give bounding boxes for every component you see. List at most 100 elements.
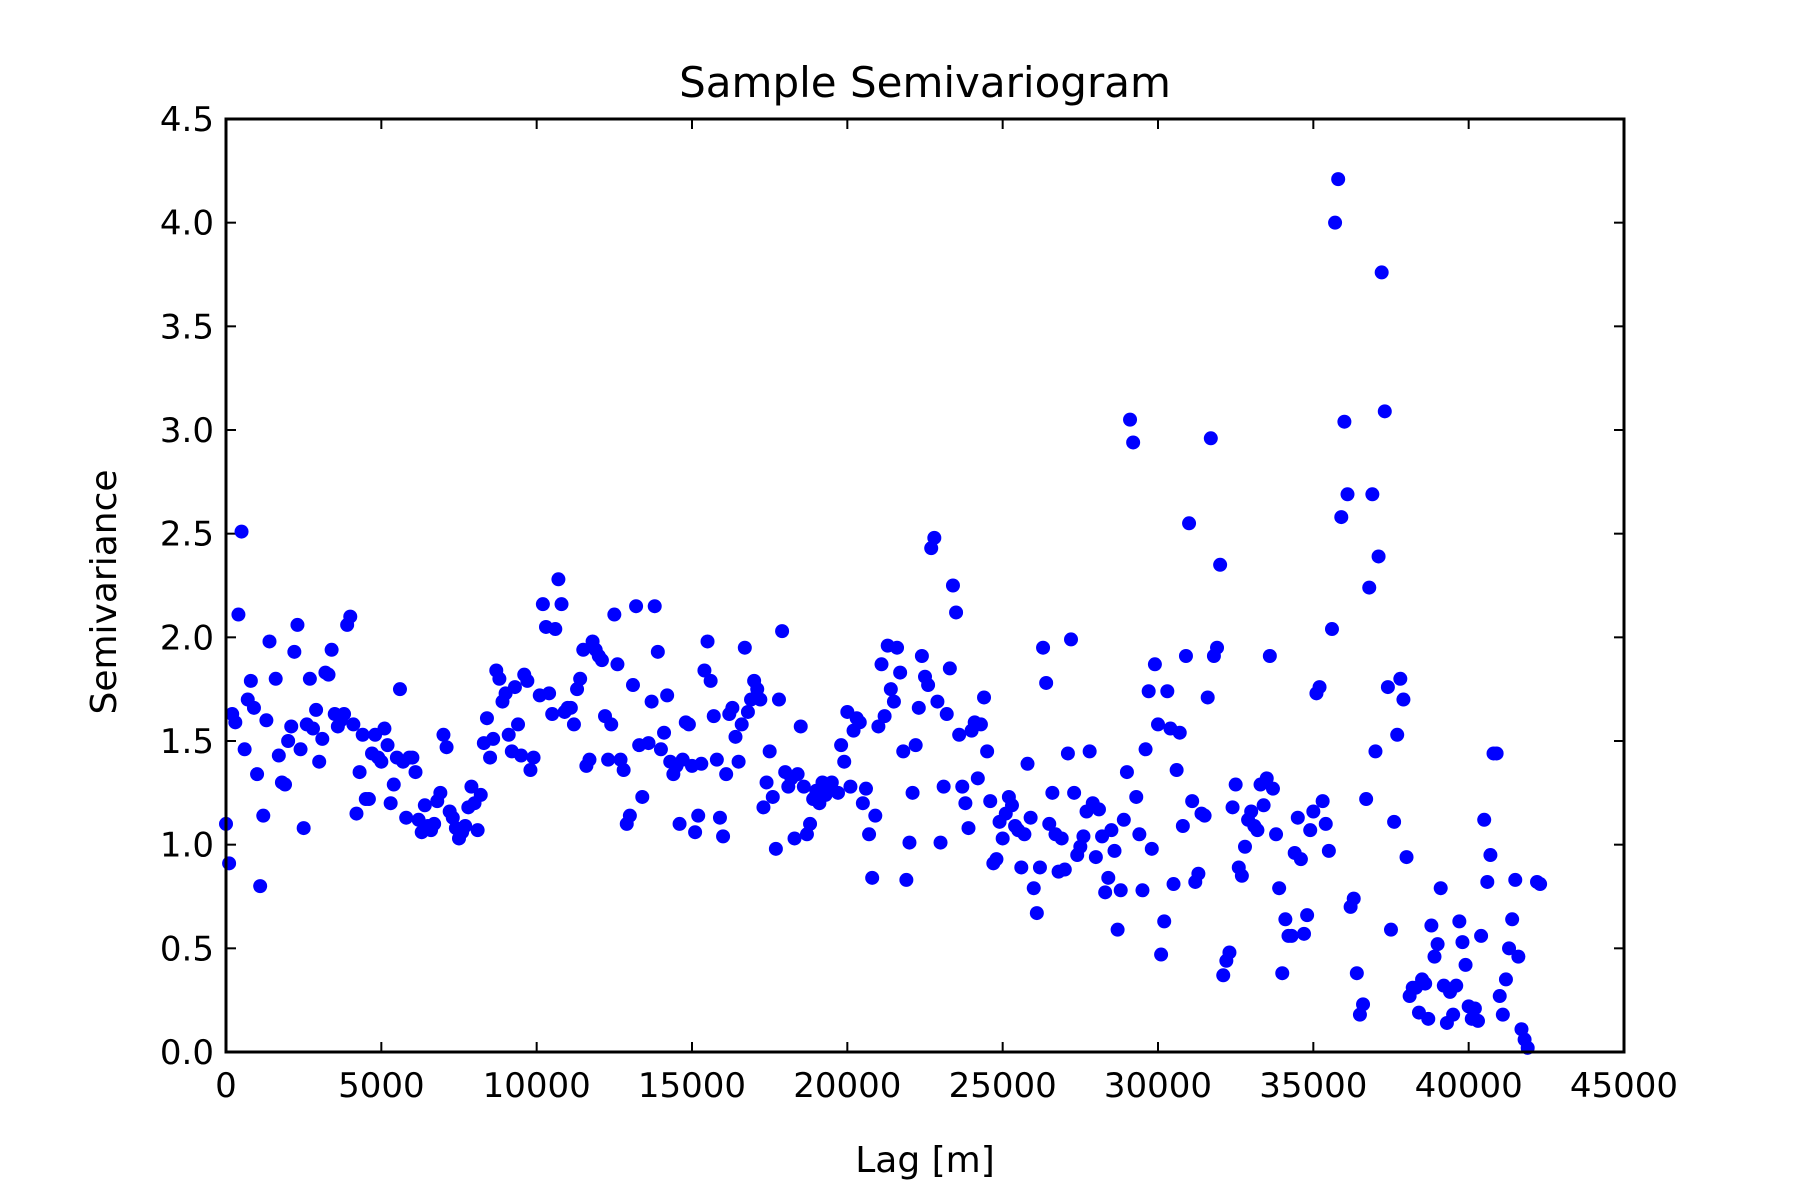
data-point <box>582 752 597 767</box>
data-point <box>1166 877 1181 892</box>
data-point <box>343 609 358 624</box>
data-point <box>473 787 488 802</box>
data-point <box>526 750 541 765</box>
data-point <box>545 707 560 722</box>
chart-title: Sample Semivariogram <box>679 58 1171 107</box>
data-point <box>1483 848 1498 863</box>
data-point <box>1042 816 1057 831</box>
data-point <box>1178 648 1193 663</box>
data-point <box>1088 850 1103 865</box>
data-point <box>551 572 566 587</box>
data-point <box>514 748 529 763</box>
data-point <box>775 624 790 639</box>
data-point <box>1014 860 1029 875</box>
data-point <box>650 644 665 659</box>
data-point <box>1265 781 1280 796</box>
data-point <box>989 852 1004 867</box>
data-point <box>1502 941 1517 956</box>
data-point <box>995 831 1010 846</box>
y-tick-label: 1.5 <box>160 722 214 762</box>
data-point <box>1387 814 1402 829</box>
data-point <box>253 879 268 894</box>
data-point <box>899 872 914 887</box>
data-point <box>281 734 296 748</box>
data-point <box>486 731 501 746</box>
data-point <box>939 707 954 722</box>
y-axis-label: Semivariance <box>84 469 125 714</box>
data-point <box>1213 557 1228 572</box>
data-point <box>1390 727 1405 742</box>
data-point <box>439 740 454 755</box>
data-point <box>234 524 249 539</box>
data-point <box>1480 874 1495 889</box>
data-point <box>1452 914 1467 929</box>
data-point <box>1237 839 1252 854</box>
data-point <box>1449 978 1464 993</box>
data-point <box>977 690 992 705</box>
data-point <box>1328 215 1343 230</box>
data-point <box>554 597 569 612</box>
data-point <box>1144 841 1159 856</box>
data-point <box>753 692 768 707</box>
data-point <box>1057 862 1072 877</box>
data-point <box>1315 794 1330 809</box>
data-point <box>1321 843 1336 858</box>
data-point <box>427 816 442 831</box>
data-point <box>1424 918 1439 933</box>
data-point <box>921 678 936 693</box>
data-point <box>1157 914 1172 929</box>
data-point <box>858 781 873 796</box>
x-tick-label: 40000 <box>1415 1066 1523 1106</box>
data-point <box>1126 435 1141 450</box>
data-point <box>324 642 339 657</box>
data-point <box>883 682 898 697</box>
data-point <box>728 729 743 744</box>
data-point <box>771 692 786 707</box>
data-point <box>843 779 858 794</box>
data-point <box>1026 881 1041 896</box>
data-point <box>607 607 622 622</box>
y-tick-label: 0.5 <box>160 929 214 969</box>
data-point <box>1331 172 1346 187</box>
x-tick-label: 35000 <box>1259 1066 1367 1106</box>
data-point <box>361 792 376 807</box>
data-point <box>731 754 746 769</box>
data-point <box>433 785 448 800</box>
data-point <box>259 713 274 728</box>
data-point <box>392 682 407 697</box>
y-tick-label: 3.0 <box>160 411 214 451</box>
data-point <box>284 719 299 734</box>
data-point <box>380 738 395 753</box>
data-point <box>625 678 640 693</box>
data-point <box>672 816 687 831</box>
data-point <box>1182 516 1197 531</box>
data-point <box>399 810 414 825</box>
data-point <box>1467 1001 1482 1016</box>
data-point <box>1154 947 1169 962</box>
x-tick-label: 5000 <box>338 1066 425 1106</box>
data-point <box>305 721 320 736</box>
data-point <box>1498 972 1513 987</box>
data-point <box>1082 744 1097 759</box>
data-point <box>1318 816 1333 831</box>
data-point <box>278 777 293 792</box>
x-tick-label: 30000 <box>1104 1066 1212 1106</box>
data-point <box>1489 746 1504 761</box>
data-point <box>949 605 964 620</box>
data-point <box>1362 580 1377 595</box>
data-point <box>952 727 967 742</box>
data-point <box>1076 829 1091 844</box>
data-point <box>902 835 917 850</box>
data-point <box>716 829 731 844</box>
data-point <box>566 717 581 732</box>
data-point <box>1384 922 1398 937</box>
data-point <box>1262 648 1277 663</box>
data-point <box>501 727 516 742</box>
data-point <box>1197 808 1212 823</box>
data-point <box>1377 404 1392 419</box>
data-point <box>483 750 498 765</box>
data-point <box>927 530 942 545</box>
data-point <box>1433 881 1448 896</box>
data-point <box>1036 640 1051 655</box>
data-point <box>694 756 709 771</box>
